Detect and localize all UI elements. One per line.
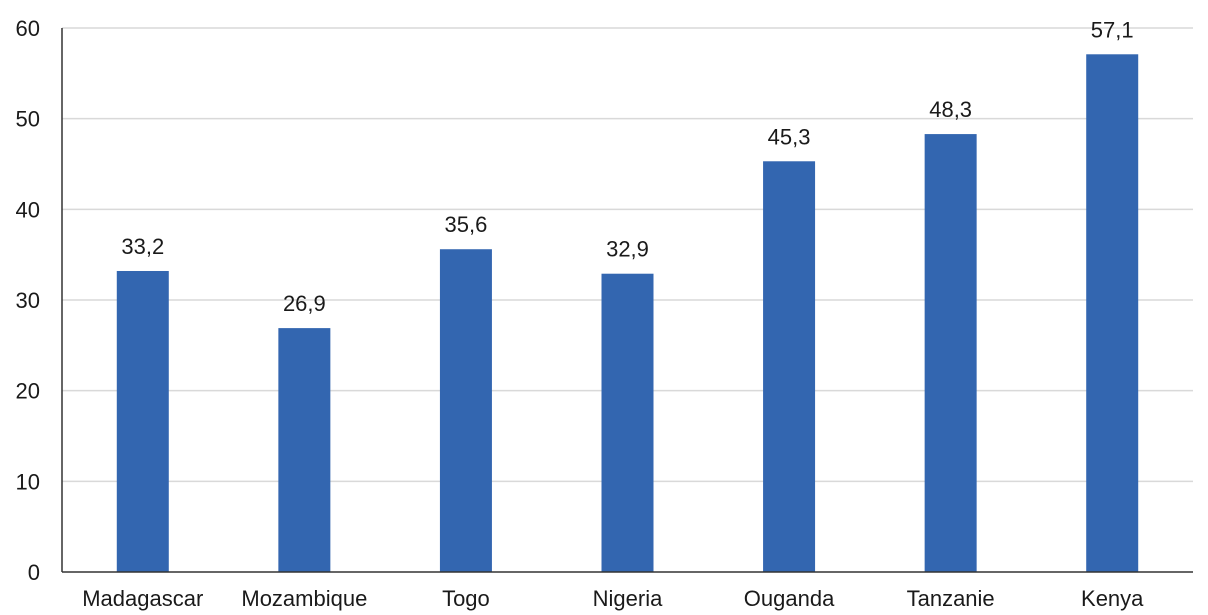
x-tick-label: Togo [442,586,490,611]
x-tick-label: Ouganda [744,586,835,611]
x-tick-label: Kenya [1081,586,1144,611]
data-label: 48,3 [929,97,972,122]
data-label: 45,3 [768,124,811,149]
data-label: 57,1 [1091,17,1134,42]
y-tick-label: 60 [16,16,40,41]
bar-tanzanie [924,134,977,572]
y-tick-labels: 0 10 20 30 40 50 60 [16,16,40,585]
y-tick-label: 40 [16,197,40,222]
y-tick-label: 10 [16,469,40,494]
x-tick-label: Madagascar [82,586,203,611]
bar-madagascar [116,270,169,572]
bar-nigeria [601,273,654,572]
data-label: 26,9 [283,291,326,316]
y-tick-label: 30 [16,288,40,313]
y-tick-label: 50 [16,107,40,132]
x-tick-label: Nigeria [593,586,663,611]
bar-togo [439,249,492,572]
bar-kenya [1086,54,1139,572]
y-tick-label: 0 [28,560,40,585]
y-tick-label: 20 [16,379,40,404]
data-label: 32,9 [606,237,649,262]
axes [61,28,1193,573]
data-label: 35,6 [445,212,488,237]
bars [116,54,1139,572]
data-labels: 33,2 26,9 35,6 32,9 45,3 48,3 57,1 [121,17,1133,316]
x-tick-label: Tanzanie [907,586,995,611]
x-tick-label: Mozambique [241,586,367,611]
x-tick-labels: Madagascar Mozambique Togo Nigeria Ouganda Ta… [82,586,1144,611]
data-label: 33,2 [121,234,164,259]
bar-mozambique [278,328,331,572]
bar-ouganda [763,161,816,572]
